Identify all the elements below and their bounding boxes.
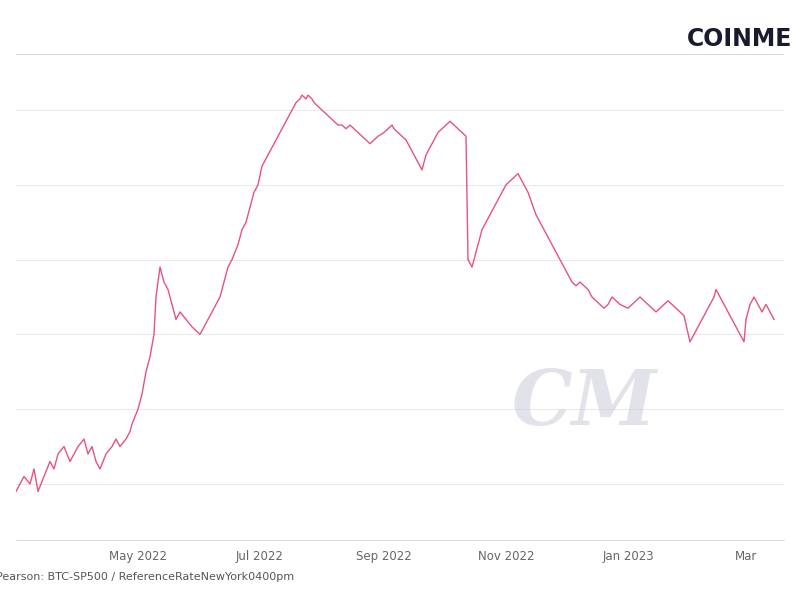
Text: COINME: COINME bbox=[686, 27, 792, 51]
Text: Pearson: BTC-SP500 / ReferenceRateNewYork0400pm: Pearson: BTC-SP500 / ReferenceRateNewYor… bbox=[0, 572, 294, 582]
Text: CM: CM bbox=[512, 367, 657, 441]
